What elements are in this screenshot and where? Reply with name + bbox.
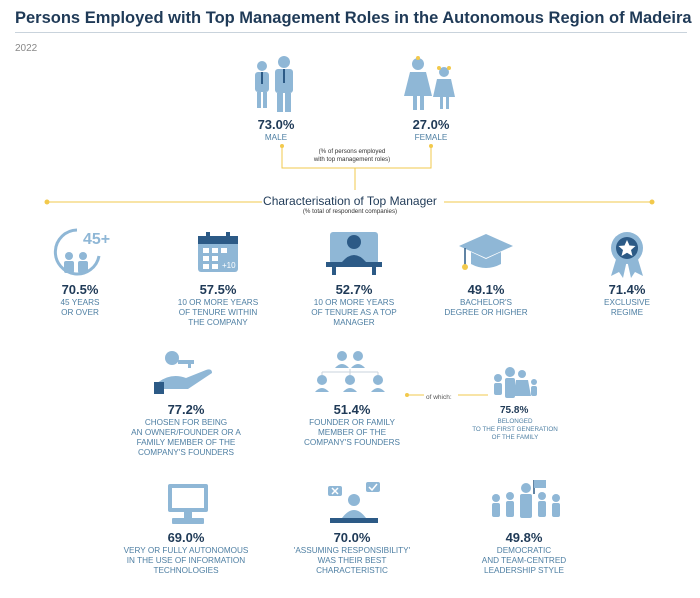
stat-value-age: 70.5% [61,282,99,297]
calendar-icon: +10 [198,232,238,272]
age-badge-text: 45+ [83,231,110,248]
stat-value-chosen-owner: 77.2% [167,402,205,417]
manager-desk-icon [326,232,382,275]
stat-label-leadership: DEMOCRATIC AND TEAM-CENTRED LEADERSHIP S… [481,546,567,575]
male-label: MALE [264,133,288,142]
title-divider [15,32,687,33]
stat-label-manager-tenure: 10 OR MORE YEARS OF TENURE AS A TOP MANA… [311,298,397,327]
key-hand-icon [154,351,212,394]
stat-label-company-tenure: 10 OR MORE YEARS OF TENURE WITHIN THE CO… [177,298,259,327]
age-45-plus-icon: 45+ [53,228,110,276]
computer-icon [168,484,208,524]
stat-value-degree: 49.1% [467,282,505,297]
of-which-label: of which: [426,394,452,401]
stat-label-it-autonomy: VERY OR FULLY AUTONOMOUS IN THE USE OF I… [123,546,249,575]
stat-value-company-tenure: 57.5% [199,282,237,297]
stat-label-responsibility: 'ASSUMING RESPONSIBILITY' WAS THEIR BEST… [293,546,411,575]
stat-label-exclusive: EXCLUSIVE REGIME [604,298,650,317]
stat-label-chosen-owner: CHOSEN FOR BEING AN OWNER/FOUNDER OR A F… [131,418,241,457]
female-value: 27.0% [412,117,450,132]
family-tree-icon [315,351,385,392]
gender-note: (% of persons employed with top manageme… [313,148,391,163]
female-figures-icon [404,56,455,110]
team-leader-icon [492,480,560,518]
stat-value-founder-family: 51.4% [333,402,371,417]
stat-value-leadership: 49.8% [505,530,543,545]
section-title: Characterisation of Top Manager [263,194,437,208]
family-icon [494,367,537,398]
male-value: 73.0% [257,117,295,132]
stat-value-it-autonomy: 69.0% [167,530,205,545]
stat-value-exclusive: 71.4% [608,282,646,297]
page-title: Persons Employed with Top Management Rol… [15,9,692,27]
graduation-cap-icon [459,234,513,270]
award-ribbon-icon [611,232,643,278]
stat-label-age: 45 YEARS OR OVER [60,298,100,317]
male-figures-icon [255,56,293,112]
female-label: FEMALE [414,133,448,142]
stat-label-founder-family: FOUNDER OR FAMILY MEMBER OF THE COMPANY'… [303,418,401,447]
first-generation-label: BELONGED TO THE FIRST GENERATION OF THE … [472,418,558,441]
calendar-badge-text: +10 [222,261,236,270]
stat-label-degree: BACHELOR'S DEGREE OR HIGHER [444,298,528,317]
section-subtitle: (% total of respondent companies) [302,208,398,215]
first-generation-value: 75.8% [500,405,529,416]
year-label: 2022 [15,43,38,54]
responsibility-icon [328,482,380,523]
stat-value-manager-tenure: 52.7% [335,282,373,297]
stat-value-responsibility: 70.0% [333,530,371,545]
